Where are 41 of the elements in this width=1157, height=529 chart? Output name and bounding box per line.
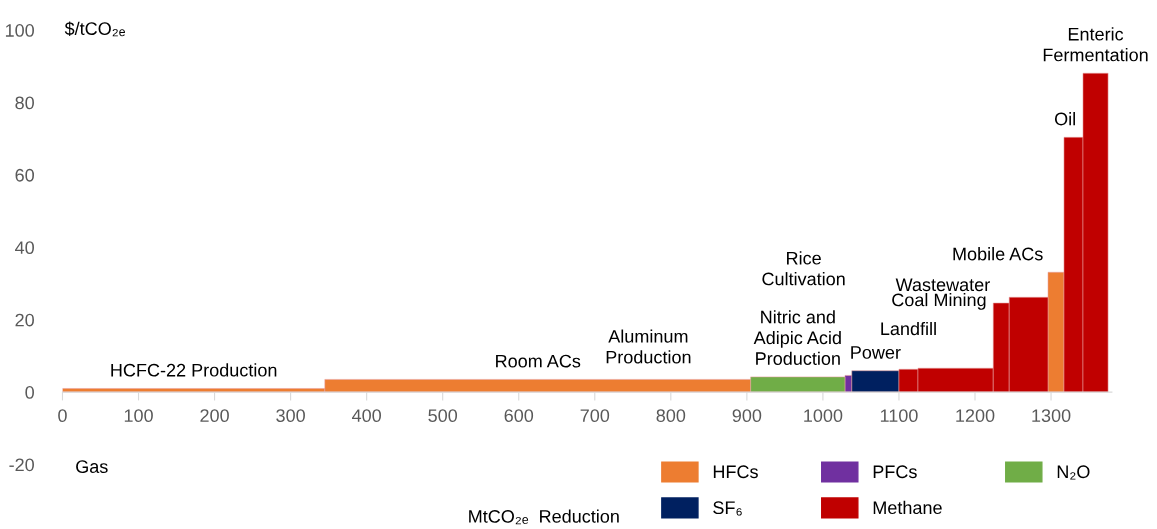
annotation: Enteric Fermentation xyxy=(1043,27,1148,62)
legend-label: Methane xyxy=(873,500,942,515)
annotation: Room ACs xyxy=(496,354,581,368)
legend-label: N₂O xyxy=(1057,465,1090,480)
x-tick-label: 900 xyxy=(732,409,762,423)
y-tick-label: 20 xyxy=(15,313,34,327)
annotation: Rice Cultivation xyxy=(762,251,845,286)
x-axis-title: MtCO₂ₑ Reduction xyxy=(469,509,619,525)
annotation: Coal Mining xyxy=(892,293,986,310)
annotation: Nitric and Adipic Acid Production xyxy=(753,310,841,365)
annotation: Landfill xyxy=(881,321,936,336)
y-tick-label: 60 xyxy=(15,168,34,182)
legend-label: SF₆ xyxy=(713,501,742,516)
y-tick-label: 80 xyxy=(15,96,34,110)
legend-title: Gas xyxy=(76,460,108,474)
legend-label: PFCs xyxy=(873,465,917,479)
y-tick-label: -20 xyxy=(9,458,34,472)
x-tick-label: 600 xyxy=(504,409,534,423)
x-tick-label: 1200 xyxy=(956,409,995,423)
x-tick-label: 1000 xyxy=(804,409,843,423)
x-tick-label: 700 xyxy=(580,409,610,423)
annotation: Mobile ACs xyxy=(953,247,1043,261)
x-tick-label: 100 xyxy=(124,409,153,423)
annotation: Oil xyxy=(1054,112,1075,126)
annotation: Power xyxy=(851,346,901,359)
annotation: Aluminum Production xyxy=(606,329,691,364)
x-tick-label: 800 xyxy=(656,409,686,423)
x-tick-label: 1300 xyxy=(1032,409,1071,423)
y-tick-label: 40 xyxy=(15,241,34,255)
y-tick-label: 100 xyxy=(5,24,34,37)
x-tick-label: 400 xyxy=(352,409,382,423)
y-axis-title: $/tCO₂ₑ xyxy=(64,21,125,37)
x-tick-label: 1100 xyxy=(880,409,918,423)
x-tick-label: 200 xyxy=(200,409,229,423)
annotation: HCFC-22 Production xyxy=(111,363,277,377)
x-tick-label: 500 xyxy=(428,409,458,423)
x-tick-label: 300 xyxy=(276,409,305,423)
x-tick-label: 0 xyxy=(58,409,67,423)
legend-label: HFCs xyxy=(713,465,758,479)
annotation: Wastewater xyxy=(895,278,990,292)
y-tick-label: 0 xyxy=(25,386,34,399)
